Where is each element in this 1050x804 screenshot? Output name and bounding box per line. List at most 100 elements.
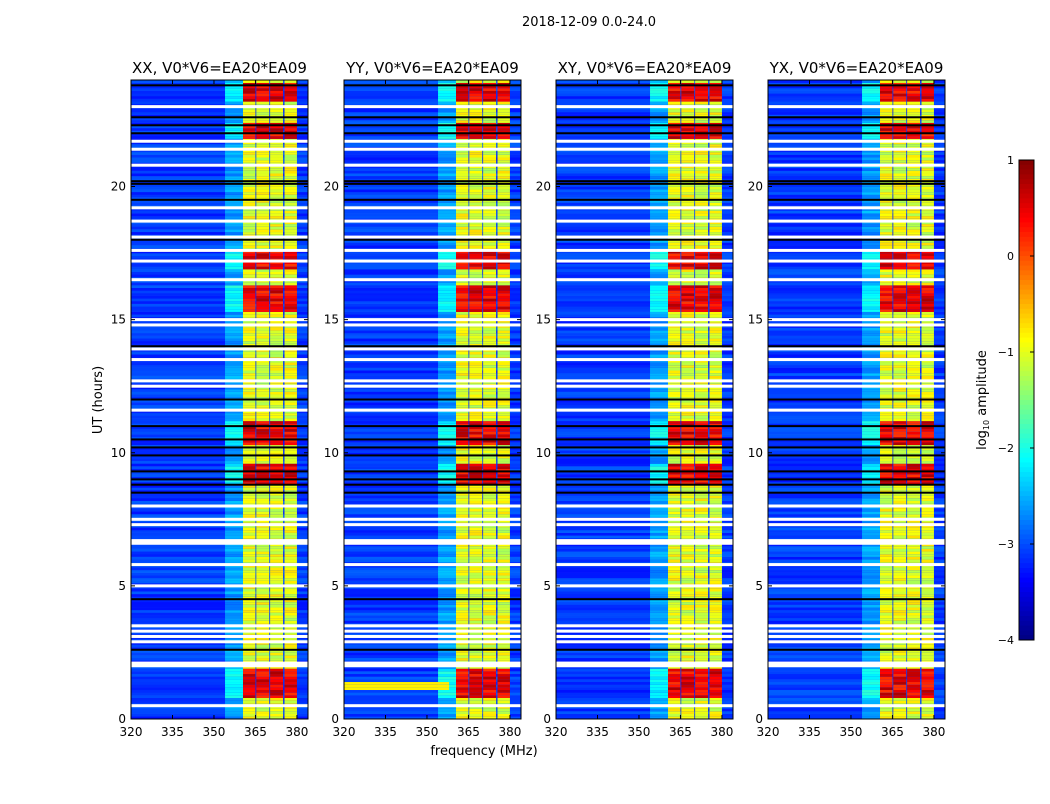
heatmap-cell (456, 210, 468, 213)
flag-black-row (556, 239, 733, 241)
heatmap-cell (469, 282, 482, 285)
heatmap-cell (225, 549, 243, 552)
heatmap-cell (284, 298, 296, 301)
heatmap-cell (907, 607, 920, 610)
heatmap-cell (284, 296, 296, 299)
heatmap-cell (456, 690, 468, 693)
heatmap-cell (709, 96, 721, 99)
flag-black-row (344, 598, 521, 600)
heatmap-cell (438, 99, 456, 102)
heatmap-cell (709, 610, 721, 613)
heatmap-cell (681, 120, 694, 123)
heatmap-cell (243, 671, 255, 674)
heatmap-cell (650, 112, 668, 115)
heatmap-cell (668, 109, 680, 112)
heatmap-cell (438, 668, 456, 671)
heatmap-cell (497, 690, 509, 693)
heatmap-cell (650, 290, 668, 293)
heatmap-cell (438, 352, 456, 355)
heatmap-cell (650, 253, 668, 256)
heatmap-cell (695, 509, 708, 512)
heatmap-cell (256, 421, 269, 424)
heatmap-cell (862, 708, 880, 711)
heatmap-cell (438, 559, 456, 562)
heatmap-cell (456, 242, 468, 245)
heatmap-cell (483, 226, 496, 229)
heatmap-cell (270, 570, 283, 573)
heatmap-cell (243, 644, 255, 647)
heatmap-cell (497, 192, 509, 195)
heatmap-cell (483, 509, 496, 512)
heatmap-cell (907, 687, 920, 690)
heatmap-cell (497, 187, 509, 190)
heatmap-cell (225, 338, 243, 341)
heatmap-cell (243, 224, 255, 227)
heatmap-cell (668, 99, 680, 102)
heatmap-cell (256, 352, 269, 355)
heatmap-cell (497, 431, 509, 434)
heatmap-cell (497, 274, 509, 277)
heatmap-cell (650, 602, 668, 605)
heatmap-cell (907, 549, 920, 552)
heatmap-cell (256, 557, 269, 560)
heatmap-cell (681, 155, 694, 158)
heatmap-cell (469, 559, 482, 562)
heatmap-cell (497, 144, 509, 147)
heatmap-cell (438, 546, 456, 549)
heatmap-cell (438, 210, 456, 213)
heatmap-cell (243, 112, 255, 115)
heatmap-cell (695, 216, 708, 219)
heatmap-cell (880, 559, 892, 562)
heatmap-cell (243, 610, 255, 613)
heatmap-cell (650, 418, 668, 421)
heatmap-cell (438, 282, 456, 285)
heatmap-cell (668, 450, 680, 453)
heatmap-cell (893, 567, 906, 570)
heatmap-cell (668, 226, 680, 229)
heatmap-cell (650, 341, 668, 344)
heatmap-cell (709, 376, 721, 379)
heatmap-cell (668, 676, 680, 679)
heatmap-cell (438, 285, 456, 288)
heatmap-cell (438, 128, 456, 131)
heatmap-cell (497, 226, 509, 229)
heatmap-cell (880, 570, 892, 573)
heatmap-cell (243, 567, 255, 570)
heatmap-cell (225, 591, 243, 594)
heatmap-cell (483, 618, 496, 621)
heatmap-cell (284, 652, 296, 655)
heatmap-cell (225, 509, 243, 512)
heatmap-cell (243, 176, 255, 179)
heatmap-cell (921, 570, 933, 573)
heatmap-cell (650, 365, 668, 368)
heatmap-cell (256, 328, 269, 331)
heatmap-cell (243, 365, 255, 368)
heatmap-cell (243, 333, 255, 336)
heatmap-cell (668, 652, 680, 655)
heatmap-cell (270, 690, 283, 693)
heatmap-cell (862, 570, 880, 573)
heatmap-cell (456, 501, 468, 504)
heatmap-cell (497, 687, 509, 690)
heatmap-cell (497, 136, 509, 139)
heatmap-cell (284, 304, 296, 307)
heatmap-cell (681, 341, 694, 344)
heatmap-cell (650, 232, 668, 235)
heatmap-cell (243, 96, 255, 99)
heatmap-cell (225, 594, 243, 597)
heatmap-cell (497, 674, 509, 677)
heatmap-cell (497, 613, 509, 616)
flag-white-row (556, 278, 733, 281)
heatmap-cell (668, 88, 680, 91)
heatmap-cell (668, 644, 680, 647)
heatmap-cell (483, 368, 496, 371)
heatmap-cell (469, 336, 482, 339)
heatmap-cell (243, 301, 255, 304)
heatmap-cell (709, 671, 721, 674)
heatmap-cell (483, 711, 496, 714)
heatmap-cell (497, 671, 509, 674)
heatmap-cell (668, 229, 680, 232)
flag-black-row (556, 399, 733, 401)
flag-white-row (131, 563, 308, 566)
